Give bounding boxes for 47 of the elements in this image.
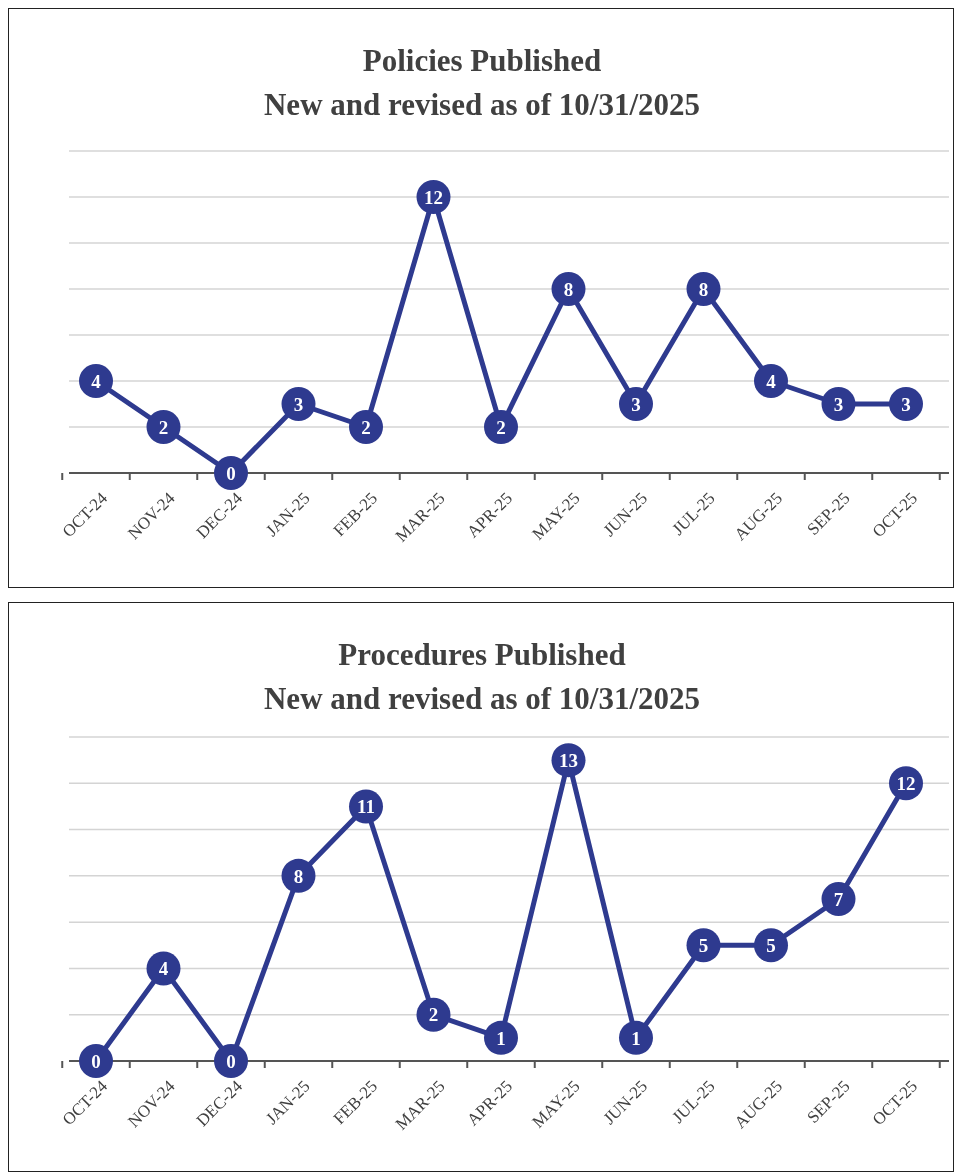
data-label: 1	[631, 1027, 641, 1049]
point	[79, 1044, 113, 1078]
data-label: 13	[559, 749, 578, 771]
point	[214, 456, 248, 490]
data-label: 5	[698, 934, 709, 956]
data-label: 2	[158, 416, 169, 438]
point	[281, 387, 316, 421]
data-label: 12	[424, 186, 443, 208]
point	[754, 928, 788, 963]
data-label: 2	[361, 416, 371, 438]
data-label: 4	[766, 370, 777, 392]
point	[416, 997, 451, 1032]
chart-subtitle: New and revised as of 10/31/2025	[263, 87, 701, 122]
point	[821, 882, 856, 916]
data-label: 3	[631, 393, 641, 415]
data-label: 4	[91, 370, 102, 392]
point	[619, 1020, 653, 1055]
data-label: 3	[833, 393, 844, 415]
chart-subtitle: New and revised as of 10/31/2025	[263, 681, 701, 716]
data-label: 11	[357, 796, 375, 818]
data-label: 2	[428, 1004, 439, 1026]
data-label: 3	[901, 393, 911, 415]
data-label: 12	[896, 772, 916, 794]
data-label: 0	[226, 462, 236, 484]
data-label: 2	[496, 416, 506, 438]
data-label: 0	[91, 1050, 101, 1072]
data-label: 1	[496, 1027, 506, 1049]
data-label: 3	[293, 393, 304, 415]
point	[821, 387, 856, 421]
data-label: 8	[293, 865, 304, 887]
point	[146, 410, 181, 444]
data-label: 0	[226, 1050, 236, 1072]
point	[214, 1044, 248, 1078]
data-label: 5	[766, 934, 776, 956]
point	[619, 387, 653, 421]
chart-title: Policies Published	[362, 43, 602, 78]
point	[349, 410, 383, 444]
point	[146, 951, 181, 986]
point	[484, 410, 518, 444]
data-label: 4	[158, 958, 169, 980]
point	[484, 1020, 518, 1055]
chart-title: Procedures Published	[338, 637, 626, 672]
point	[686, 928, 721, 963]
data-label: 8	[698, 278, 709, 300]
point	[889, 387, 923, 421]
data-label: 8	[563, 278, 574, 300]
data-label: 7	[833, 888, 844, 910]
